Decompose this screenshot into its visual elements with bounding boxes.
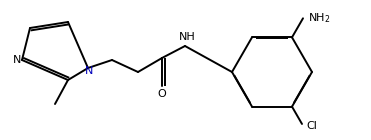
Text: Cl: Cl (306, 121, 318, 131)
Text: N: N (13, 55, 21, 65)
Text: N: N (85, 66, 93, 76)
Text: O: O (158, 89, 166, 99)
Text: NH$_2$: NH$_2$ (308, 11, 330, 25)
Text: NH: NH (178, 32, 196, 42)
